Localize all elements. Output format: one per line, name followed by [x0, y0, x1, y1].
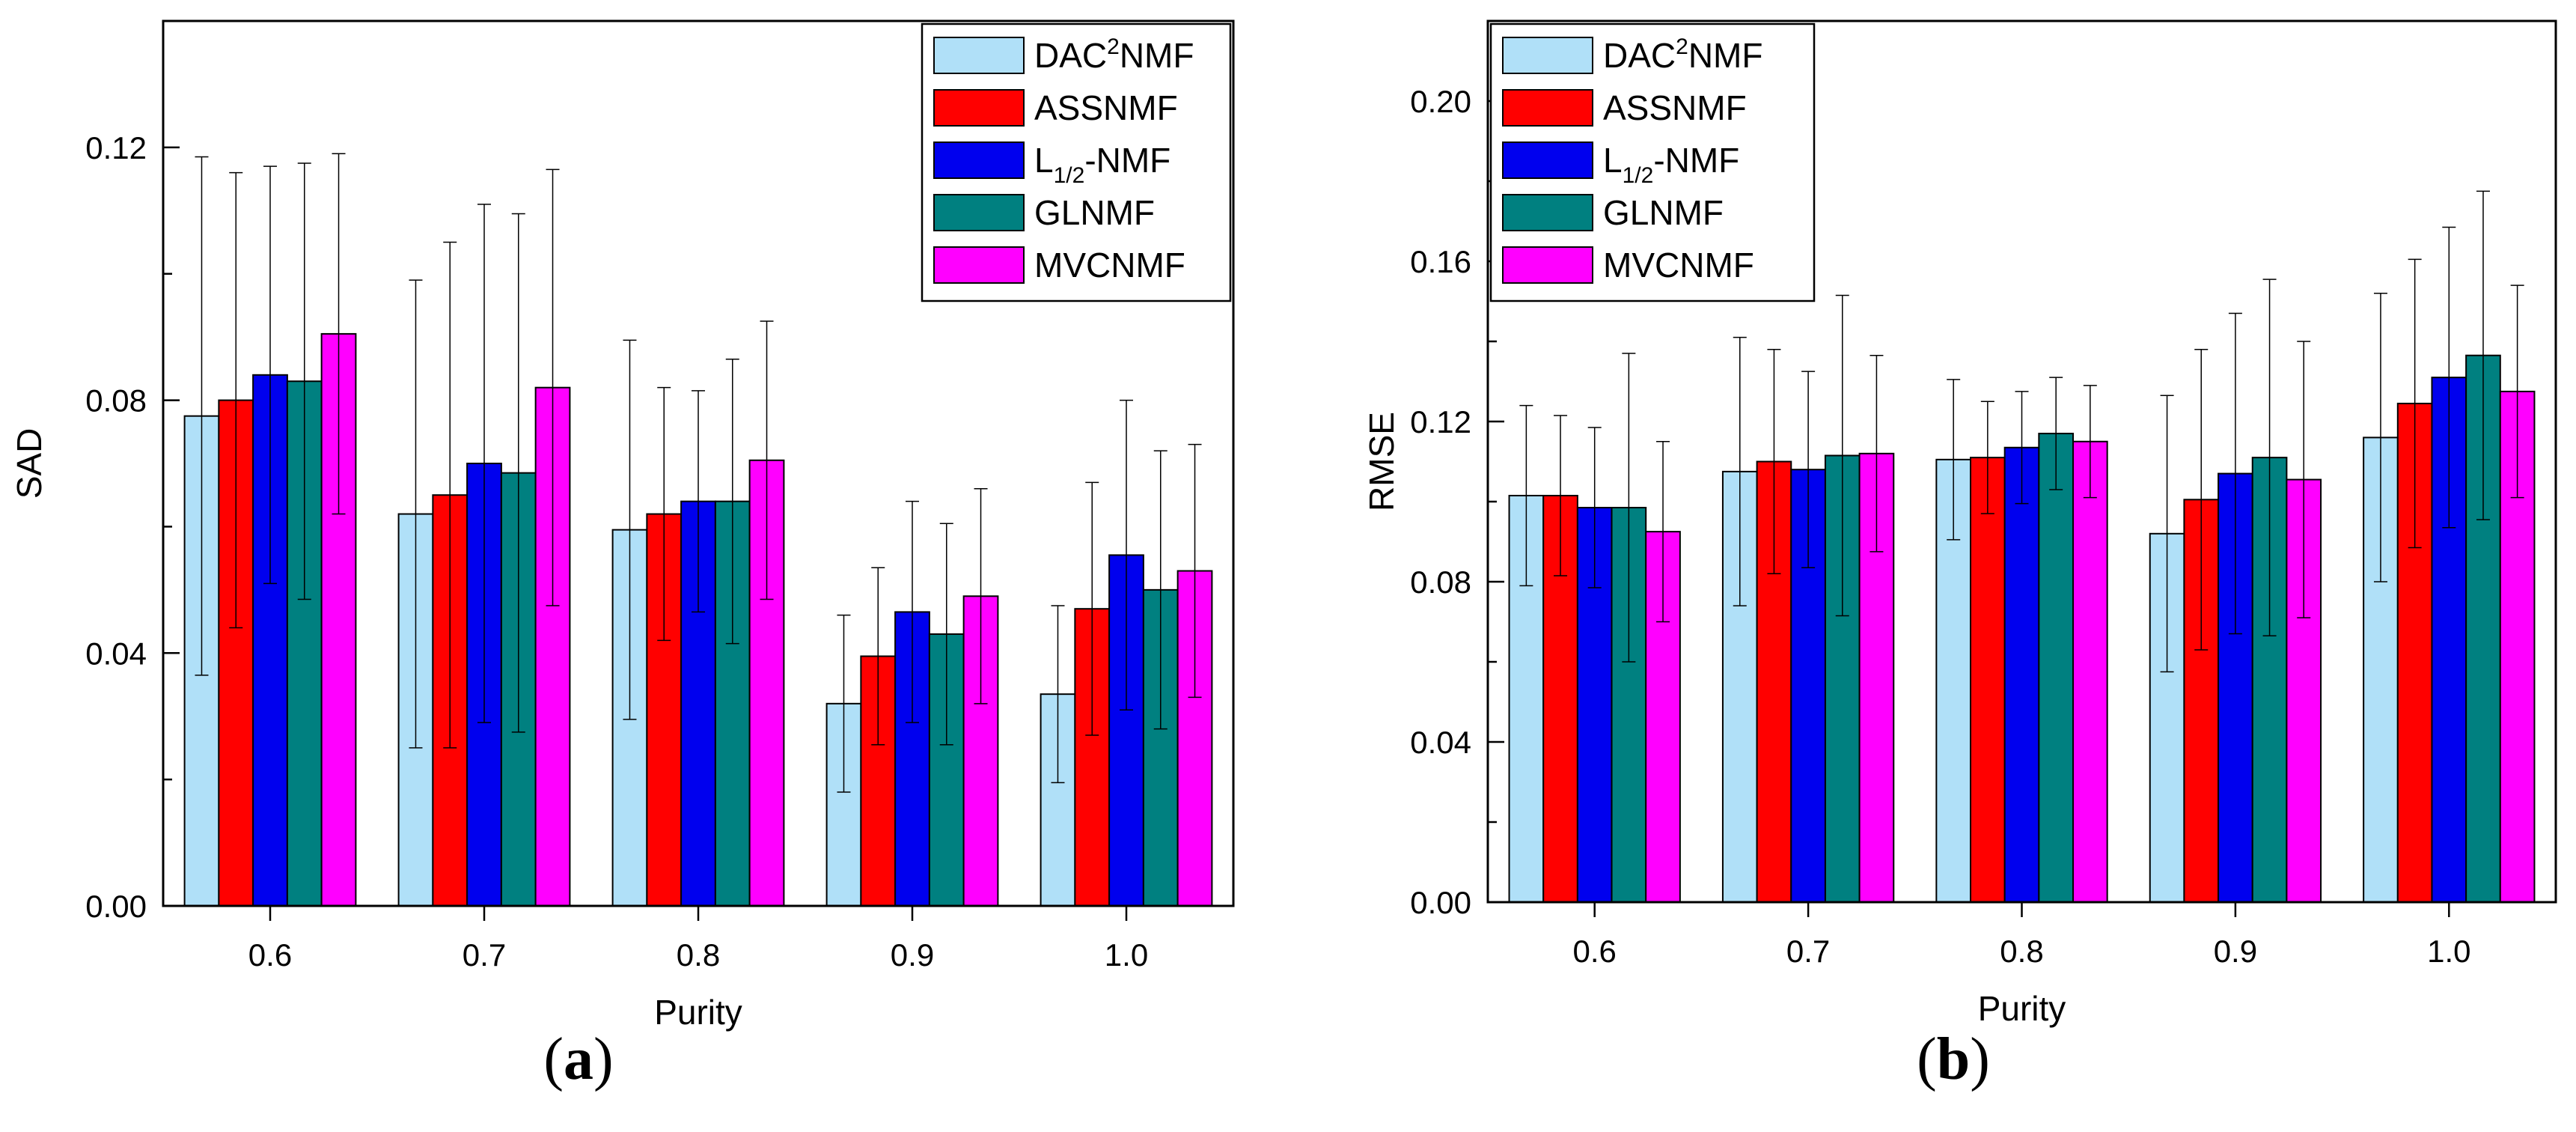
x-axis-title-b: Purity	[1978, 989, 2066, 1028]
legend-swatch-b-2	[1502, 142, 1593, 179]
legend-swatch-a-0	[933, 37, 1025, 74]
y-tick-label-a-1: 0.04	[85, 636, 147, 671]
panel-caption-b: (b)	[1917, 1026, 1990, 1092]
y-tick-label-a-2: 0.08	[85, 383, 147, 419]
y-tick-label-a-3: 0.12	[85, 130, 147, 165]
x-tick-label-a-0: 0.6	[248, 937, 292, 973]
x-tick-label-a-1: 0.7	[463, 937, 506, 973]
legend-b: DAC2NMF ASSNMF L1/2-NMF GLNMF MVCNMF	[1489, 22, 1816, 302]
x-tick-label-b-3: 0.9	[2214, 934, 2257, 969]
y-tick-label-b-1: 0.04	[1410, 725, 1471, 760]
y-tick-label-b-2: 0.08	[1410, 565, 1471, 600]
legend-swatch-b-4	[1502, 246, 1593, 284]
bar-b-GLNMF-0.8	[2038, 433, 2074, 903]
x-tick-label-a-4: 1.0	[1105, 937, 1148, 973]
legend-label-a-0: DAC2NMF	[1034, 34, 1194, 75]
legend-label-a-3: GLNMF	[1034, 193, 1155, 232]
y-axis-title-a: SAD	[10, 428, 49, 499]
y-tick-label-b-3: 0.12	[1410, 404, 1471, 439]
legend-swatch-a-4	[933, 246, 1025, 284]
bar-b-L12NMF-1.0	[2431, 377, 2467, 903]
x-tick-label-b-4: 1.0	[2427, 934, 2470, 969]
y-tick-label-b-4: 0.16	[1410, 244, 1471, 279]
legend-swatch-a-1	[933, 89, 1025, 127]
legend-swatch-a-3	[933, 194, 1025, 231]
bar-b-MVCNMF-0.8	[2072, 440, 2108, 903]
x-tick-label-b-2: 0.8	[2000, 934, 2043, 969]
legend-label-b-4: MVCNMF	[1603, 246, 1754, 284]
legend-label-b-3: GLNMF	[1603, 193, 1724, 232]
chart-a: 0.00 0.04 0.08 0.12 0.6 0.7 0.8 0.9 1.0 Purity SAD…	[10, 19, 1235, 1032]
panel-caption-a: (a)	[543, 1026, 614, 1092]
y-tick-label-b-5: 0.20	[1410, 84, 1471, 119]
legend-label-a-2: L1/2-NMF	[1034, 141, 1171, 188]
chart-b: 0.00 0.04 0.08 0.12 0.16 0.20 0.6 0.7 0.8 0.9 1.0 P…	[1362, 19, 2557, 1028]
bar-b-ASSNMF-0.8	[1970, 457, 2006, 903]
legend-label-b-1: ASSNMF	[1603, 88, 1747, 127]
legend-label-a-4: MVCNMF	[1034, 246, 1185, 284]
y-tick-label-b-0: 0.00	[1410, 885, 1471, 920]
bar-b-MVCNMF-0.6	[1645, 531, 1681, 903]
legend-label-b-2: L1/2-NMF	[1603, 141, 1739, 188]
legend-swatch-b-0	[1502, 37, 1593, 74]
y-axis-title-b: RMSE	[1362, 412, 1401, 511]
bar-b-MVCNMF-1.0	[2499, 390, 2536, 903]
legend-swatch-a-2	[933, 142, 1025, 179]
x-tick-label-b-0: 0.6	[1573, 934, 1617, 969]
legend-swatch-b-1	[1502, 89, 1593, 127]
y-tick-label-a-0: 0.00	[85, 889, 147, 924]
x-tick-label-a-3: 0.9	[891, 937, 934, 973]
x-axis-title-a: Purity	[654, 993, 742, 1032]
x-tick-label-a-2: 0.8	[677, 937, 720, 973]
x-tick-label-b-1: 0.7	[1786, 934, 1830, 969]
bar-b-L12NMF-0.8	[2003, 446, 2040, 903]
legend-a: DAC2NMF ASSNMF L1/2-NMF GLNMF MVCNMF	[921, 22, 1232, 302]
legend-swatch-b-3	[1502, 194, 1593, 231]
legend-label-a-1: ASSNMF	[1034, 88, 1178, 127]
legend-label-b-0: DAC2NMF	[1603, 34, 1762, 75]
